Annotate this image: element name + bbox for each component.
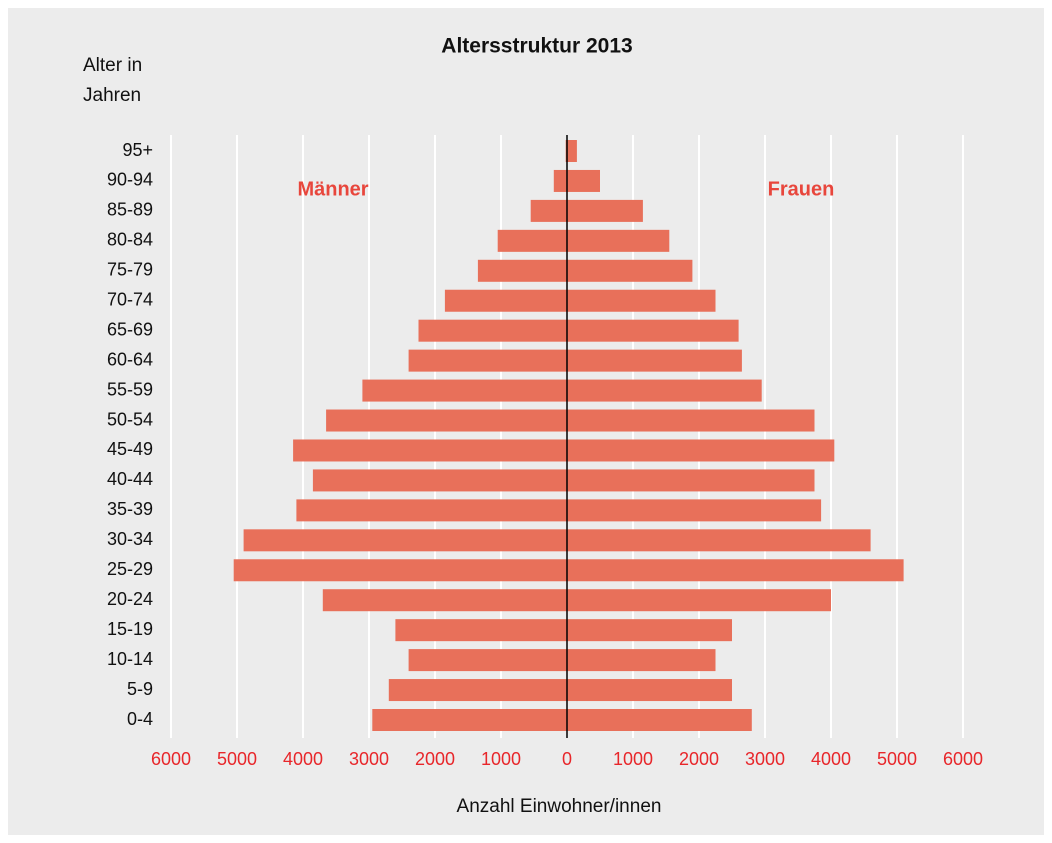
y-tick-label: 85-89 <box>107 200 153 220</box>
bar <box>312 469 567 492</box>
y-axis-label: Alter in <box>83 55 142 76</box>
y-tick-label: 25-29 <box>107 559 153 579</box>
y-tick-label: 30-34 <box>107 529 153 549</box>
y-axis-label: Jahren <box>83 85 141 106</box>
bar <box>567 289 716 312</box>
bar <box>567 140 577 162</box>
x-tick-label: 4000 <box>283 749 323 769</box>
y-tick-label: 5-9 <box>127 679 153 699</box>
bar <box>497 229 567 252</box>
bar <box>553 169 567 192</box>
bar <box>567 499 822 522</box>
bar <box>567 679 732 702</box>
y-tick-label: 70-74 <box>107 289 153 309</box>
bar <box>388 679 567 702</box>
bar <box>567 439 835 462</box>
bar <box>233 559 567 582</box>
bar <box>477 259 567 282</box>
bar <box>567 379 762 402</box>
bar <box>418 319 567 342</box>
bar <box>444 289 567 312</box>
bar <box>326 409 567 432</box>
x-axis-label: Anzahl Einwohner/innen <box>457 796 662 817</box>
y-tick-label: 90-94 <box>107 170 153 190</box>
x-tick-label: 5000 <box>217 749 257 769</box>
bar <box>362 379 567 402</box>
bar <box>567 649 716 672</box>
x-tick-label: 5000 <box>877 749 917 769</box>
legend-label: Frauen <box>768 178 835 200</box>
y-tick-label: 20-24 <box>107 589 153 609</box>
bar <box>567 229 670 252</box>
bar <box>567 319 739 342</box>
bar <box>567 259 693 282</box>
chart-title: Altersstruktur 2013 <box>441 35 632 58</box>
bar <box>567 349 742 372</box>
x-tick-label: 2000 <box>679 749 719 769</box>
bar <box>372 709 567 731</box>
bar <box>567 709 752 731</box>
bar <box>567 199 643 222</box>
bar <box>567 529 871 552</box>
y-tick-label: 65-69 <box>107 319 153 339</box>
bar <box>567 559 904 582</box>
x-tick-label: 6000 <box>151 749 191 769</box>
x-tick-label: 0 <box>562 749 572 769</box>
x-tick-label: 3000 <box>745 749 785 769</box>
x-tick-label: 3000 <box>349 749 389 769</box>
bar <box>243 529 567 552</box>
bar <box>567 409 815 432</box>
bar <box>567 589 831 612</box>
bar <box>567 169 600 192</box>
x-tick-label: 2000 <box>415 749 455 769</box>
y-tick-label: 60-64 <box>107 349 153 369</box>
bar <box>293 439 567 462</box>
bar <box>296 499 567 522</box>
y-tick-label: 75-79 <box>107 260 153 280</box>
x-tick-label: 1000 <box>481 749 521 769</box>
x-tick-label: 4000 <box>811 749 851 769</box>
bar <box>322 589 567 612</box>
bar <box>395 619 567 642</box>
x-tick-label: 1000 <box>613 749 653 769</box>
x-tick-label: 6000 <box>943 749 983 769</box>
bar <box>408 649 567 672</box>
legend-label: Männer <box>297 178 368 200</box>
y-tick-label: 10-14 <box>107 649 153 669</box>
y-tick-label: 35-39 <box>107 499 153 519</box>
y-tick-label: 95+ <box>122 140 153 160</box>
bar <box>567 619 732 642</box>
y-tick-label: 15-19 <box>107 619 153 639</box>
bar <box>567 469 815 492</box>
y-tick-label: 40-44 <box>107 469 153 489</box>
bar <box>408 349 567 372</box>
y-tick-label: 80-84 <box>107 230 153 250</box>
y-tick-label: 55-59 <box>107 379 153 399</box>
y-tick-label: 50-54 <box>107 409 153 429</box>
bar <box>530 199 567 222</box>
y-tick-label: 0-4 <box>127 709 153 729</box>
y-tick-label: 45-49 <box>107 439 153 459</box>
